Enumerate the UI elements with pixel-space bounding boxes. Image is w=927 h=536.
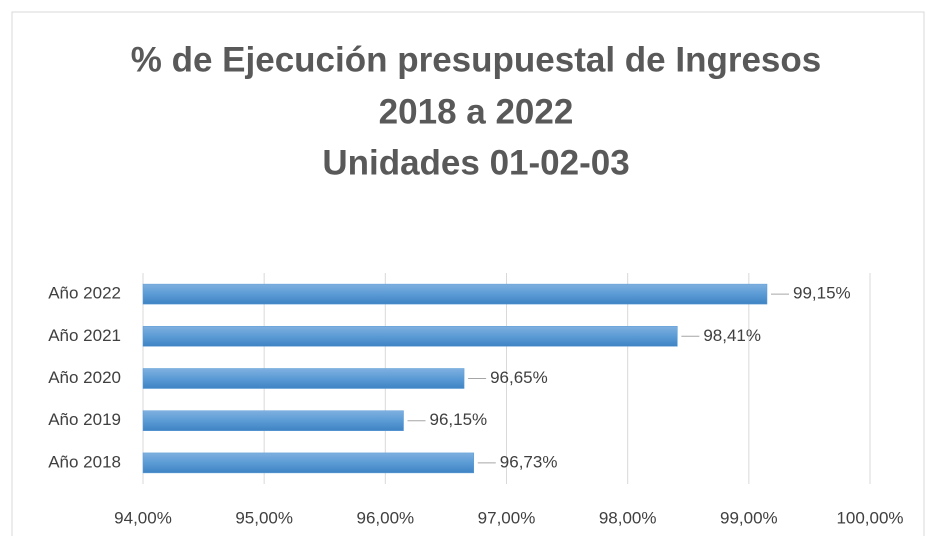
y-tick-label: Año 2018 bbox=[48, 452, 121, 471]
data-label: 96,73% bbox=[500, 452, 558, 471]
y-tick-label: Año 2021 bbox=[48, 326, 121, 345]
chart-frame bbox=[11, 11, 925, 536]
chart-title: 2018 a 2022 bbox=[379, 92, 574, 131]
chart-title: Unidades 01-02-03 bbox=[322, 143, 629, 182]
x-tick-label: 94,00% bbox=[114, 508, 172, 527]
y-tick-label: Año 2019 bbox=[48, 410, 121, 429]
bar bbox=[142, 326, 678, 347]
data-label: 98,41% bbox=[703, 326, 761, 345]
bar bbox=[142, 368, 465, 389]
bar bbox=[142, 410, 404, 431]
data-label: 99,15% bbox=[793, 284, 851, 303]
x-tick-label: 98,00% bbox=[599, 508, 657, 527]
y-tick-label: Año 2022 bbox=[48, 284, 121, 303]
x-tick-label: 97,00% bbox=[478, 508, 536, 527]
x-tick-label: 99,00% bbox=[720, 508, 778, 527]
x-tick-label: 96,00% bbox=[356, 508, 414, 527]
data-label: 96,15% bbox=[430, 410, 488, 429]
chart-title: % de Ejecución presupuestal de Ingresos bbox=[131, 40, 821, 79]
y-tick-label: Año 2020 bbox=[48, 368, 121, 387]
x-tick-label: 100,00% bbox=[836, 508, 903, 527]
bar bbox=[142, 283, 768, 305]
data-label: 96,65% bbox=[490, 368, 548, 387]
x-tick-label: 95,00% bbox=[235, 508, 293, 527]
bar bbox=[142, 452, 475, 474]
